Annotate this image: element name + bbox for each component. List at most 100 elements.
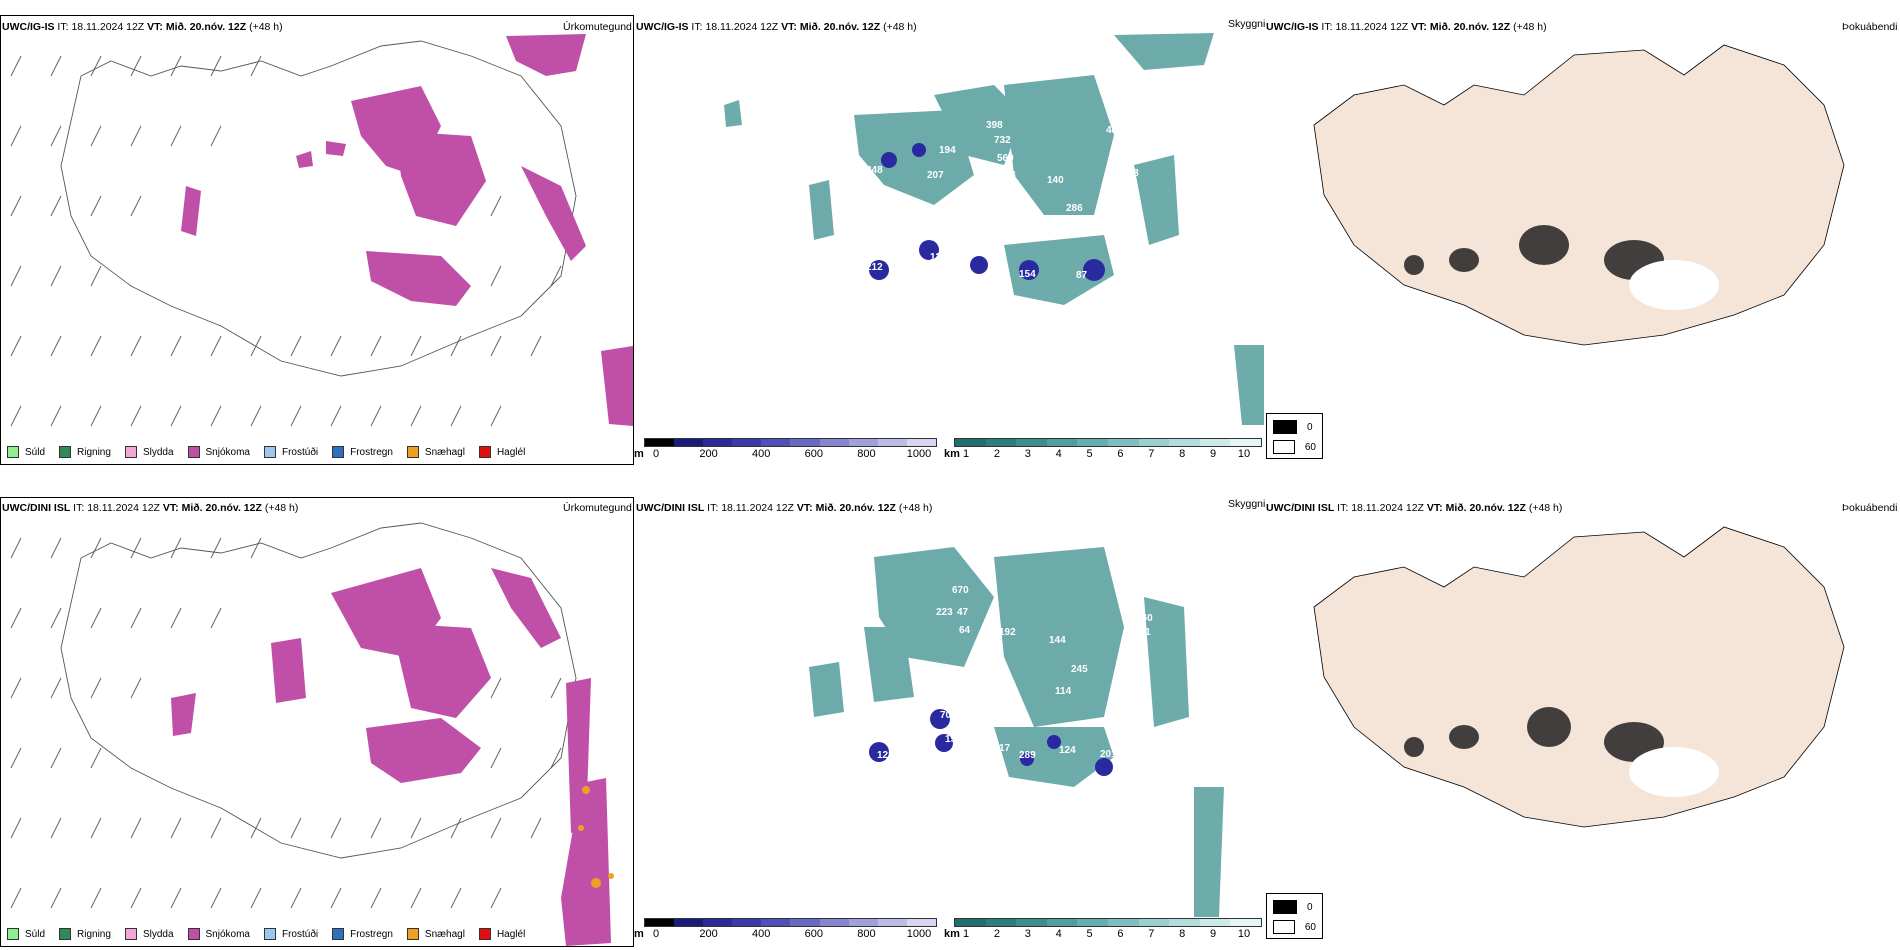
- valid-time: Mið. 20.nóv. 12Z: [1429, 21, 1511, 33]
- ceiling-height-label: 120: [884, 725, 901, 736]
- legend-item: Rigning: [59, 446, 111, 458]
- colorbar-cell: [1107, 439, 1139, 446]
- header-row2-vis: UWC/DINI ISL IT: 18.11.2024 12Z VT: Mið.…: [636, 502, 932, 514]
- colorbar-tick: 1: [962, 928, 970, 940]
- ceiling-height-label: 154: [1019, 269, 1036, 280]
- ceiling-height-label: 212: [866, 262, 883, 273]
- colorbar-tick: 4: [1055, 928, 1062, 940]
- colorbar-cell: [955, 439, 986, 446]
- legend-label: Frostúði: [281, 446, 319, 458]
- colorbar-cell: [1169, 439, 1200, 446]
- ceiling-height-label: 114: [1055, 686, 1072, 697]
- vt-label: VT:: [1426, 502, 1443, 514]
- fog-legend-swatch: [1273, 900, 1297, 914]
- colorbar-cell: [906, 919, 936, 926]
- it-label: IT:: [1321, 21, 1333, 33]
- it-label: IT:: [707, 502, 719, 514]
- legend-item: Snæhagl: [406, 928, 465, 940]
- init-time: 18.11.2024 12Z: [87, 502, 160, 514]
- colorbar-cell: [819, 439, 849, 446]
- it-label: IT:: [1337, 502, 1349, 514]
- fog-white-areas: [1629, 747, 1719, 797]
- legend-label: Súld: [25, 446, 46, 458]
- valid-time: Mið. 20.nóv. 12Z: [165, 21, 247, 33]
- legend-item: Frostúði: [263, 928, 318, 940]
- ceiling-colorbar-row1: m 0 200 400 600 800 1000: [634, 438, 939, 466]
- legend-label: Súld: [25, 928, 46, 940]
- fog-legend-item: 0: [1273, 420, 1316, 434]
- colorbar-cell: [1199, 919, 1231, 926]
- fog-land: [1313, 526, 1845, 828]
- colorbar-cell: [1077, 439, 1108, 446]
- fog-legend-item: 0: [1273, 900, 1316, 914]
- colorbar-unit: m: [634, 928, 644, 940]
- visibility-areas: [809, 547, 1224, 917]
- valid-time: Mið. 20.nóv. 12Z: [181, 502, 262, 514]
- it-label: IT:: [57, 21, 69, 33]
- legend-item: Súld: [7, 446, 45, 458]
- colorbar-cell: [955, 919, 986, 926]
- colorbar-tick: 9: [1210, 448, 1217, 460]
- colorbar-cell: [1138, 439, 1170, 446]
- colorbar-tick: 4: [1055, 448, 1062, 460]
- vis-colorbar-row1: km 1 2 3 4 5 6 7 8 9 10: [944, 438, 1264, 466]
- colorbar-cell: [877, 439, 907, 446]
- colorbar-tick: 7: [1148, 928, 1155, 940]
- legend-label: Rigning: [77, 928, 111, 940]
- ceiling-height-label: 70: [940, 710, 952, 721]
- low-ceiling-areas: [869, 143, 1105, 281]
- vis-title-row2: Skyggni: [1228, 498, 1266, 510]
- colorbar-unit: km: [944, 448, 960, 460]
- legend-item: Snjókoma: [187, 928, 250, 940]
- legend-swatch: [332, 446, 345, 458]
- legend-item: Frostúði: [263, 446, 319, 458]
- lead-time: (+48 h): [1528, 502, 1563, 514]
- colorbar-tick: 1000: [906, 448, 932, 460]
- legend-item: Haglél: [478, 928, 525, 940]
- legend-swatch: [406, 446, 419, 458]
- valid-time: Mið. 20.nóv. 12Z: [815, 502, 896, 514]
- ceiling-height-label: 161: [1134, 627, 1151, 638]
- colorbar-cell: [1016, 439, 1047, 446]
- colorbar-cell: [985, 919, 1017, 926]
- ceiling-height-label: 160: [1136, 613, 1153, 624]
- vis-colorbar-row2: km 1 2 3 4 5 6 7 8 9 10: [944, 918, 1264, 946]
- colorbar-tick: 2: [993, 448, 1000, 460]
- vis-map: [724, 33, 1264, 425]
- colorbar-cells: [954, 918, 1262, 927]
- lead-time: (+48 h): [249, 21, 283, 33]
- colorbar-cell: [1138, 919, 1170, 926]
- legend-item: Slydda: [124, 446, 174, 458]
- colorbar-cell: [790, 919, 820, 926]
- colorbar-tick: 7: [1148, 448, 1155, 460]
- legend-item: Frostregn: [332, 928, 393, 940]
- colorbar-unit: km: [944, 928, 960, 940]
- colorbar-tick: 3: [1024, 928, 1031, 940]
- ceiling-height-label: 194: [1110, 711, 1127, 722]
- colorbar-cell: [1107, 919, 1139, 926]
- ceiling-height-label: 572: [1186, 629, 1203, 640]
- ceiling-height-label: 248: [866, 165, 883, 176]
- header-row2-fog: UWC/DINI ISL IT: 18.11.2024 12Z VT: Mið.…: [1266, 502, 1562, 514]
- snow-pellet-areas: [578, 786, 614, 888]
- fog-white-areas: [1629, 260, 1719, 310]
- ceiling-height-label: 670: [952, 585, 969, 596]
- ceiling-height-label: 192: [999, 627, 1016, 638]
- model-name: UWC/IG-IS: [2, 21, 55, 33]
- header-row2-precip: UWC/DINI ISL IT: 18.11.2024 12Z VT: Mið.…: [2, 502, 298, 514]
- lead-time: (+48 h): [1513, 21, 1547, 33]
- ceiling-height-label: 223: [936, 607, 953, 618]
- legend-label: Frostregn: [350, 446, 393, 458]
- ceiling-height-label: 288: [1122, 168, 1139, 179]
- vt-label: VT:: [796, 502, 813, 514]
- colorbar-tick: 10: [1237, 928, 1251, 940]
- fog-legend-item: 60: [1273, 920, 1316, 934]
- colorbar-tick: 400: [752, 448, 771, 460]
- legend-item: Slydda: [124, 928, 174, 940]
- colorbar-tick: 8: [1179, 448, 1186, 460]
- colorbar-tick: 200: [699, 448, 718, 460]
- snow-areas: [171, 568, 611, 946]
- init-time: 18.11.2024 12Z: [71, 21, 145, 33]
- precip-type-legend: Súld Rigning Slydda Snjókoma Frostúði Frostre…: [7, 446, 539, 458]
- precip-map: [10, 34, 633, 427]
